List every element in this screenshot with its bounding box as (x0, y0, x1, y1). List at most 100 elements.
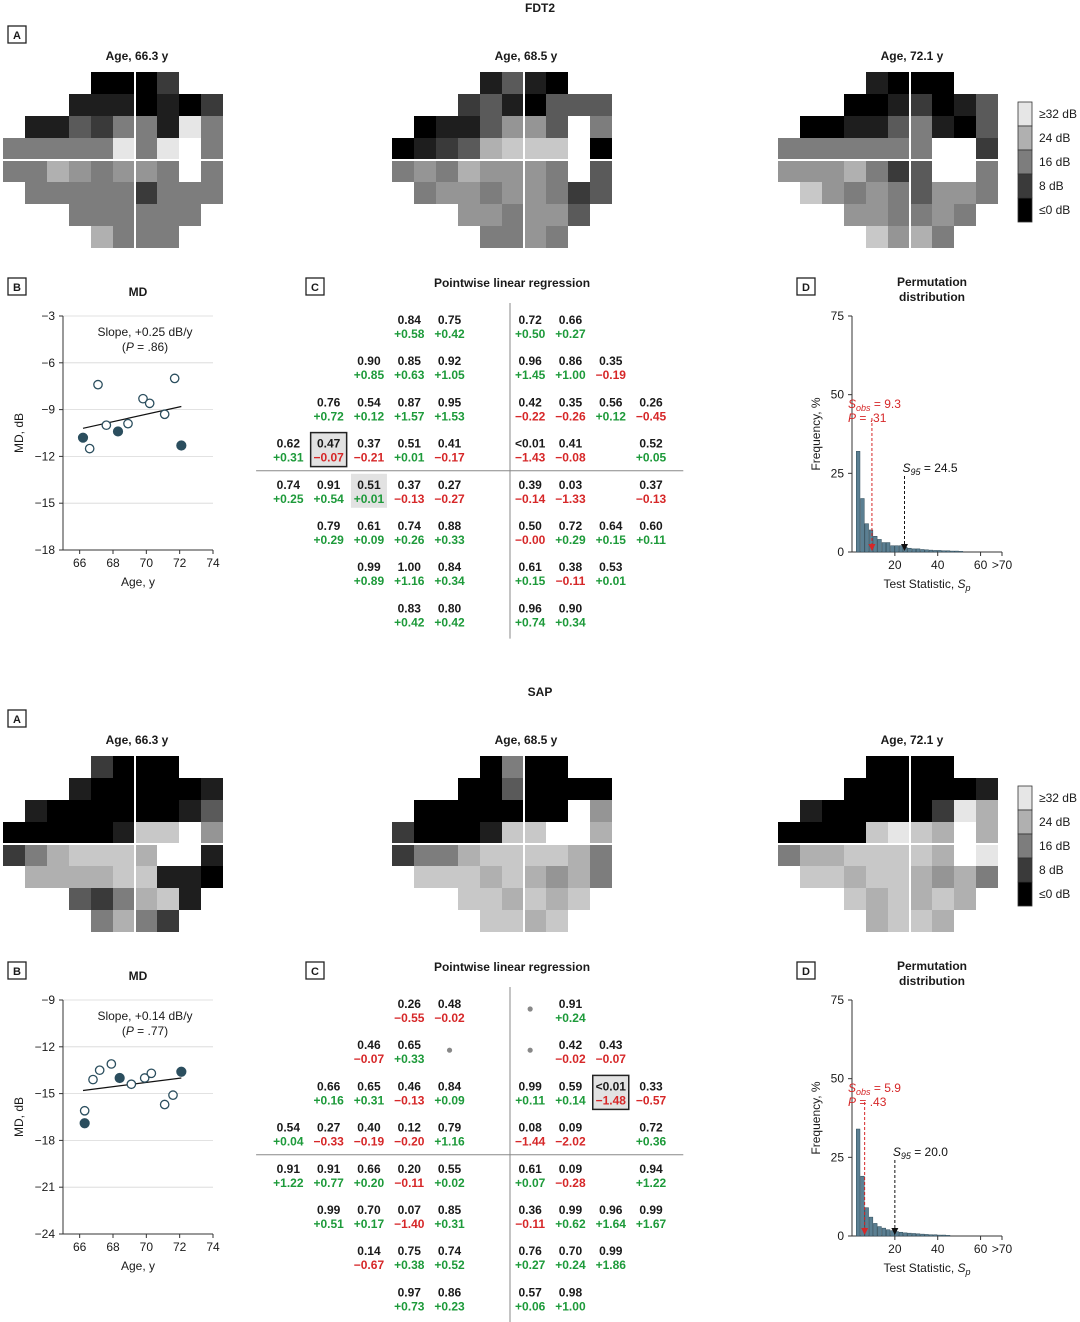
map-cell (157, 844, 179, 866)
map-cell (888, 888, 910, 910)
map-cell (524, 822, 546, 844)
regression-title: Pointwise linear regression (434, 276, 590, 290)
slope-value: +0.54 (313, 492, 344, 506)
p-value: 0.98 (559, 1285, 583, 1299)
slope-value: +0.05 (636, 451, 667, 465)
p-value: 0.61 (518, 560, 542, 574)
map-cell (932, 822, 954, 844)
map-cell (69, 94, 91, 116)
p-value: 0.65 (357, 1079, 381, 1093)
pointwise-regression-grid: Pointwise linear regression 0.26−0.55 0.48… (256, 960, 684, 1322)
p-value: 0.37 (398, 478, 422, 492)
map-cell (932, 182, 954, 204)
map-cell (976, 116, 998, 138)
map-cell (179, 822, 201, 844)
map-cell (436, 182, 458, 204)
p-value: 0.99 (559, 1203, 583, 1217)
map-cell (47, 182, 69, 204)
map-cell (157, 778, 179, 800)
map-cell (480, 72, 502, 94)
p-value: 0.61 (518, 1162, 542, 1176)
p-value: 0.99 (599, 1244, 623, 1258)
map-cell (910, 888, 932, 910)
data-point-open (144, 398, 155, 409)
significant-cell-shade (310, 432, 347, 467)
legend-label: 8 dB (1039, 863, 1064, 877)
map-cell (932, 138, 954, 160)
histogram-bar (886, 542, 891, 553)
data-point-filled (77, 432, 89, 443)
map-cell (480, 888, 502, 910)
p-value: 0.26 (398, 997, 422, 1011)
map-cell (480, 866, 502, 888)
map-cell (568, 822, 590, 844)
map-cell (113, 72, 135, 94)
map-cell (480, 116, 502, 138)
map-cell (502, 888, 524, 910)
p-value: 0.09 (559, 1121, 583, 1135)
slope-value: +0.07 (515, 1176, 546, 1190)
map-cell (157, 204, 179, 226)
p-annotation: (P = .77) (122, 1024, 168, 1038)
histogram-bar (864, 1207, 869, 1237)
p-value: 0.48 (438, 997, 462, 1011)
map-cell (822, 182, 844, 204)
slope-value: −0.08 (555, 451, 586, 465)
map-cell (480, 182, 502, 204)
map-cell (47, 822, 69, 844)
map-cell (91, 778, 113, 800)
panel-letter: B (13, 282, 21, 294)
map-cell (844, 94, 866, 116)
map-cell (590, 160, 612, 182)
slope-value: +0.31 (434, 1217, 465, 1231)
map-cell (546, 888, 568, 910)
legend-label: ≥32 dB (1039, 791, 1077, 805)
p-value: 0.37 (639, 478, 663, 492)
histogram-bar (946, 1235, 951, 1237)
map-cell (502, 94, 524, 116)
map-cell (910, 844, 932, 866)
map-cell (910, 800, 932, 822)
modality-title: SAP (528, 685, 553, 699)
p-value: 0.88 (438, 519, 462, 533)
perm-p-label: P = .31 (848, 411, 887, 425)
p-value: 0.36 (518, 1203, 542, 1217)
map-cell (888, 226, 910, 248)
x-tick-label: 70 (140, 1240, 154, 1254)
slope-value: −1.44 (515, 1135, 546, 1149)
histogram-bar (941, 550, 946, 553)
map-cell (157, 116, 179, 138)
map-cell (910, 160, 932, 182)
map-cell (3, 844, 25, 866)
gray-legend: ≥32 dB 24 dB 16 dB 8 dB ≤0 dB (1017, 101, 1077, 223)
map-cell (91, 844, 113, 866)
grayscale-map (3, 756, 267, 932)
map-cell (866, 138, 888, 160)
map-cell (568, 800, 590, 822)
map-cell (932, 160, 954, 182)
map-cell (822, 800, 844, 822)
legend-swatch (1017, 785, 1033, 811)
data-point-open (84, 443, 95, 454)
map-cell (25, 844, 47, 866)
data-point-open (159, 409, 170, 420)
slope-value: +0.11 (515, 1093, 545, 1107)
legend-swatch (1017, 881, 1033, 907)
map-cell (778, 138, 800, 160)
map-cell (480, 138, 502, 160)
map-cell (91, 94, 113, 116)
map-age-label: Age, 68.5 y (495, 733, 558, 747)
map-cell (932, 756, 954, 778)
map-cell (888, 866, 910, 888)
map-cell (179, 844, 201, 866)
map-cell (932, 866, 954, 888)
map-cell (392, 822, 414, 844)
map-cell (502, 138, 524, 160)
p-value: 0.66 (559, 313, 583, 327)
p-value: 0.70 (559, 1244, 583, 1258)
y-tick-label: −18 (35, 1133, 56, 1147)
p-value: <0.01 (515, 437, 546, 451)
slope-value: −0.14 (515, 492, 546, 506)
data-point-open (139, 1073, 150, 1083)
map-cell (436, 866, 458, 888)
